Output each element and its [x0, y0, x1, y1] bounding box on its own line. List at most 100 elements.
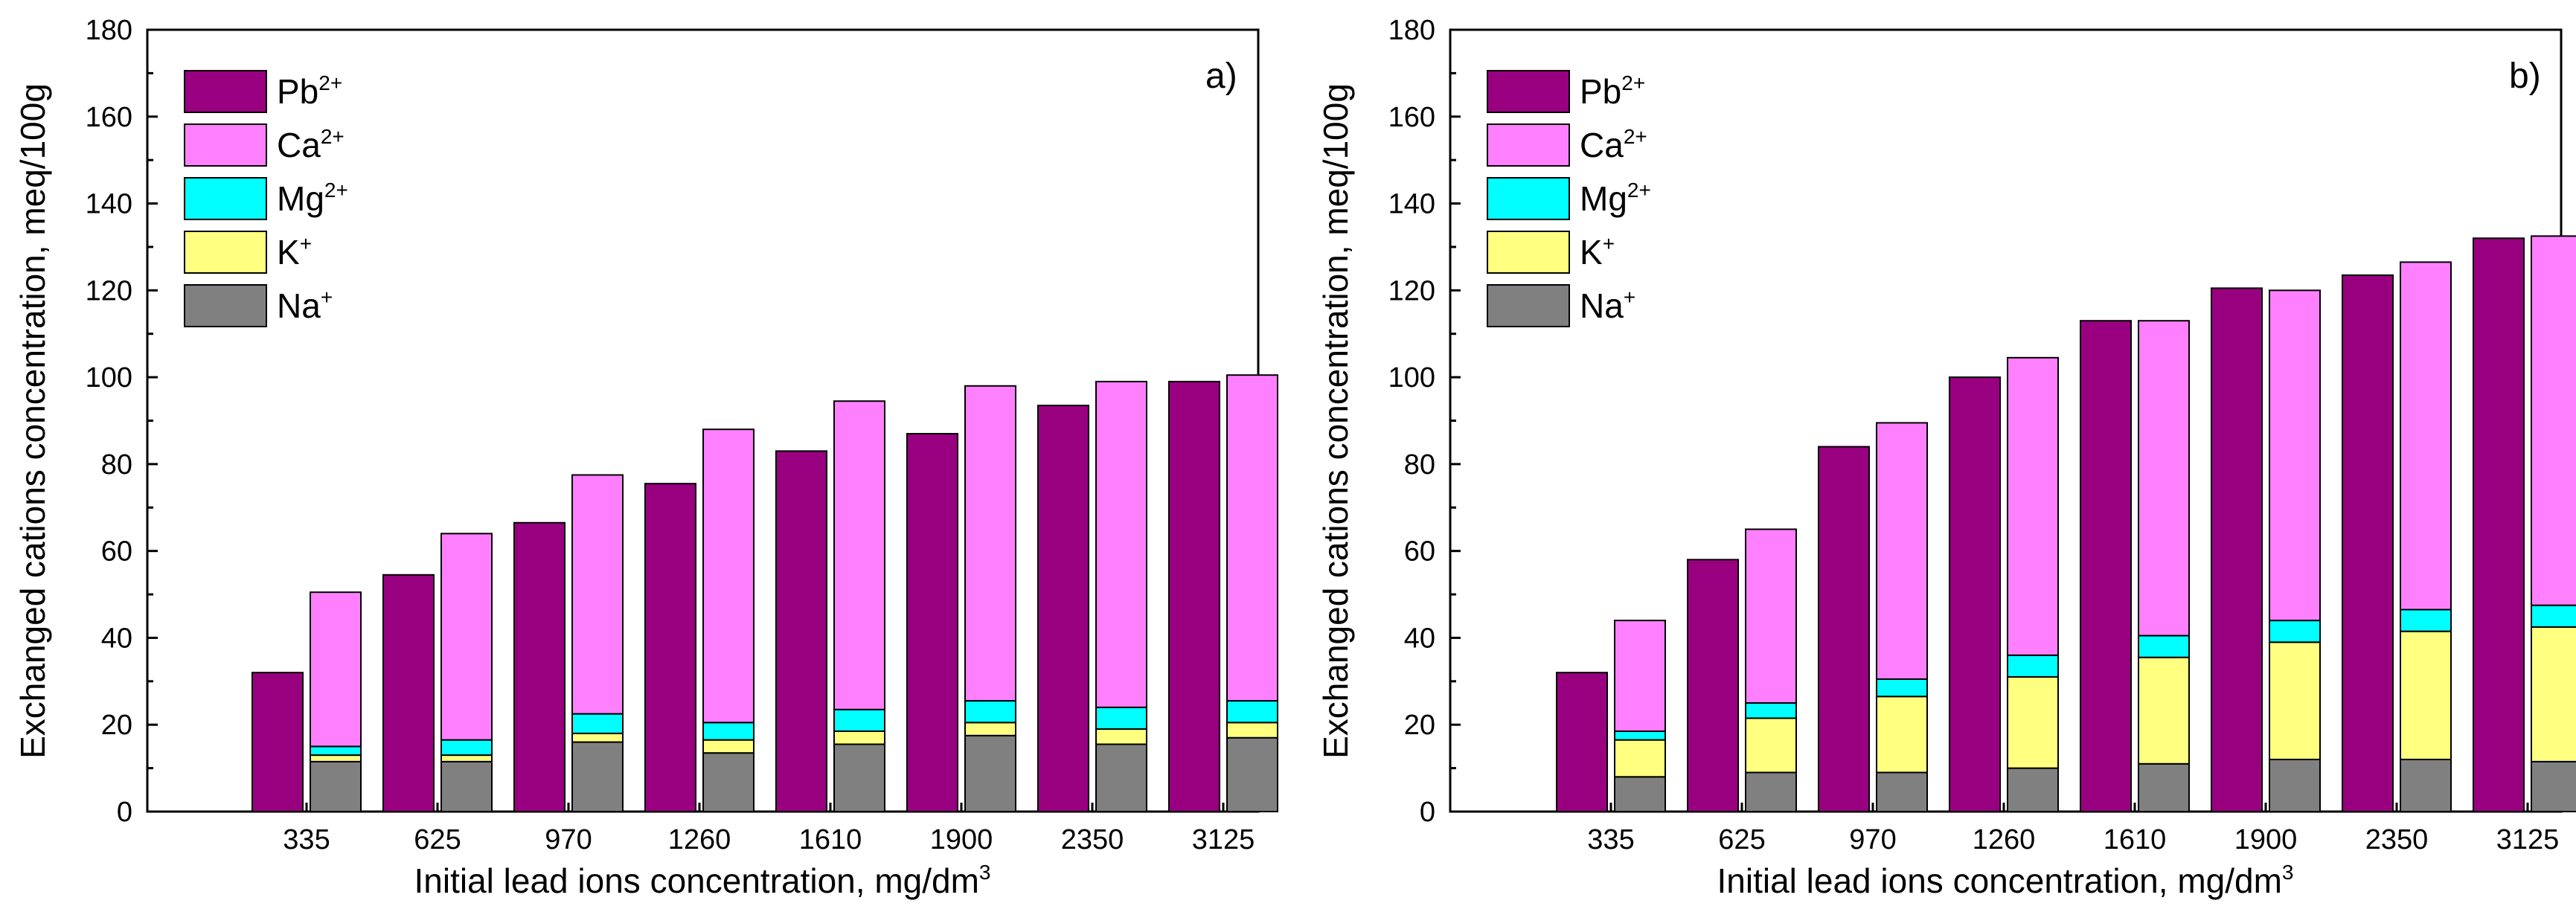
bar-pb — [382, 574, 435, 813]
x-axis: 335 625 970 1260 1610 1900 2350 3125 — [1587, 803, 2559, 855]
legend-label-na: Na+ — [1580, 286, 1635, 325]
bar-pb — [644, 483, 696, 812]
bar-k — [1876, 696, 1928, 774]
bar-na — [1745, 771, 1797, 812]
bar-na — [310, 760, 362, 813]
bar-group — [251, 374, 1278, 813]
y-tick-label: 80 — [1404, 449, 1435, 481]
bar-k — [310, 754, 362, 762]
bar-na — [1095, 743, 1147, 812]
y-axis: 0 20 40 60 80 100 120 140 160 180 — [86, 15, 158, 828]
bar-mg — [1745, 702, 1797, 719]
bar-pb — [2342, 274, 2394, 812]
x-tick-label: 1260 — [668, 824, 731, 855]
bar-mg — [1226, 700, 1278, 724]
bar-na — [571, 741, 624, 812]
x-tick-label: 1260 — [1973, 824, 2036, 855]
bar-na — [1226, 736, 1278, 812]
bar-ca — [833, 400, 885, 710]
x-tick-label: 2350 — [2365, 824, 2429, 855]
y-tick-label: 180 — [1388, 15, 1435, 46]
bar-k — [571, 732, 624, 743]
legend-swatch-ca — [184, 123, 267, 167]
bar-pb — [1168, 380, 1220, 812]
bar-na — [2531, 760, 2576, 813]
y-tick-label: 60 — [1404, 536, 1435, 568]
legend-swatch-pb — [1487, 70, 1570, 113]
bar-ca — [2531, 235, 2576, 606]
bar-k — [1614, 739, 1666, 778]
bar-ca — [571, 474, 624, 715]
legend-label-na: Na+ — [277, 286, 333, 325]
bar-ca — [1614, 620, 1666, 732]
x-tick-label: 3125 — [2496, 824, 2560, 855]
bar-k — [1745, 717, 1797, 774]
bar-mg — [2138, 635, 2190, 658]
bar-k — [2007, 675, 2059, 769]
x-tick-label: 3125 — [1192, 824, 1255, 855]
bar-na — [1876, 771, 1928, 812]
bar-pb — [2080, 320, 2132, 812]
y-axis: 0 20 40 60 80 100 120 140 160 180 — [1388, 15, 1461, 828]
bar-na — [1614, 776, 1666, 813]
bar-pb — [2473, 237, 2525, 812]
bar-pb — [1949, 376, 2001, 813]
x-tick-label: 1900 — [930, 824, 993, 855]
legend: Pb2+ Ca2+ Mg2+ K+ Na+ — [1487, 70, 1651, 327]
bar-na — [702, 752, 754, 812]
y-tick-label: 60 — [101, 536, 132, 568]
legend-swatch-na — [1487, 284, 1570, 327]
bar-mg — [2269, 620, 2321, 643]
bar-k — [1095, 728, 1147, 745]
bar-pb — [1037, 405, 1089, 812]
bar-k — [833, 730, 885, 745]
legend-swatch-na — [184, 284, 267, 327]
x-tick-label: 970 — [545, 824, 592, 855]
legend-label-ca: Ca2+ — [1580, 125, 1647, 164]
bar-k — [440, 754, 493, 762]
x-axis: 335 625 970 1260 1610 1900 2350 3125 — [283, 803, 1255, 855]
bar-ca — [440, 533, 493, 741]
legend-label-k: K+ — [1580, 232, 1615, 272]
bar-pb — [1556, 672, 1608, 813]
bar-ca — [310, 591, 362, 748]
bar-mg — [310, 745, 362, 757]
x-tick-label: 335 — [283, 824, 330, 855]
chart-panel-b: 0 20 40 60 80 100 120 140 160 180 335 625 970 1260 16… — [1316, 15, 2576, 900]
legend-swatch-k — [184, 231, 267, 274]
y-tick-label: 100 — [1388, 362, 1435, 394]
bar-ca — [964, 385, 1016, 702]
bar-pb — [1818, 446, 1870, 812]
bar-group — [1556, 235, 2576, 813]
bar-ca — [2269, 289, 2321, 622]
bar-mg — [1614, 730, 1666, 741]
legend-label-mg: Mg2+ — [277, 179, 348, 218]
y-tick-label: 20 — [101, 710, 132, 741]
y-axis-title: Exchanged cations concentration, meq/100… — [13, 83, 52, 759]
legend-swatch-k — [1487, 231, 1570, 274]
bar-na — [2138, 762, 2190, 812]
bar-ca — [1876, 422, 1928, 680]
bar-ca — [1745, 528, 1797, 704]
legend-label-pb: Pb2+ — [277, 71, 342, 111]
y-tick-label: 140 — [1388, 189, 1435, 220]
y-tick-label: 120 — [1388, 275, 1435, 306]
x-tick-label: 970 — [1849, 824, 1896, 855]
bar-na — [2400, 758, 2452, 813]
bar-ca — [702, 428, 754, 724]
legend-swatch-mg — [1487, 177, 1570, 220]
y-tick-label: 120 — [86, 275, 132, 306]
panel-label: b) — [2509, 57, 2541, 96]
bar-mg — [833, 708, 885, 732]
legend-label-mg: Mg2+ — [1580, 179, 1651, 218]
bar-ca — [2138, 320, 2190, 637]
bar-pb — [775, 450, 827, 812]
bar-na — [964, 734, 1016, 813]
y-tick-label: 0 — [117, 797, 132, 828]
bar-k — [702, 739, 754, 754]
panel-label: a) — [1205, 57, 1237, 96]
bar-pb — [251, 672, 304, 813]
bar-na — [2007, 767, 2059, 812]
y-tick-label: 40 — [1404, 623, 1435, 654]
